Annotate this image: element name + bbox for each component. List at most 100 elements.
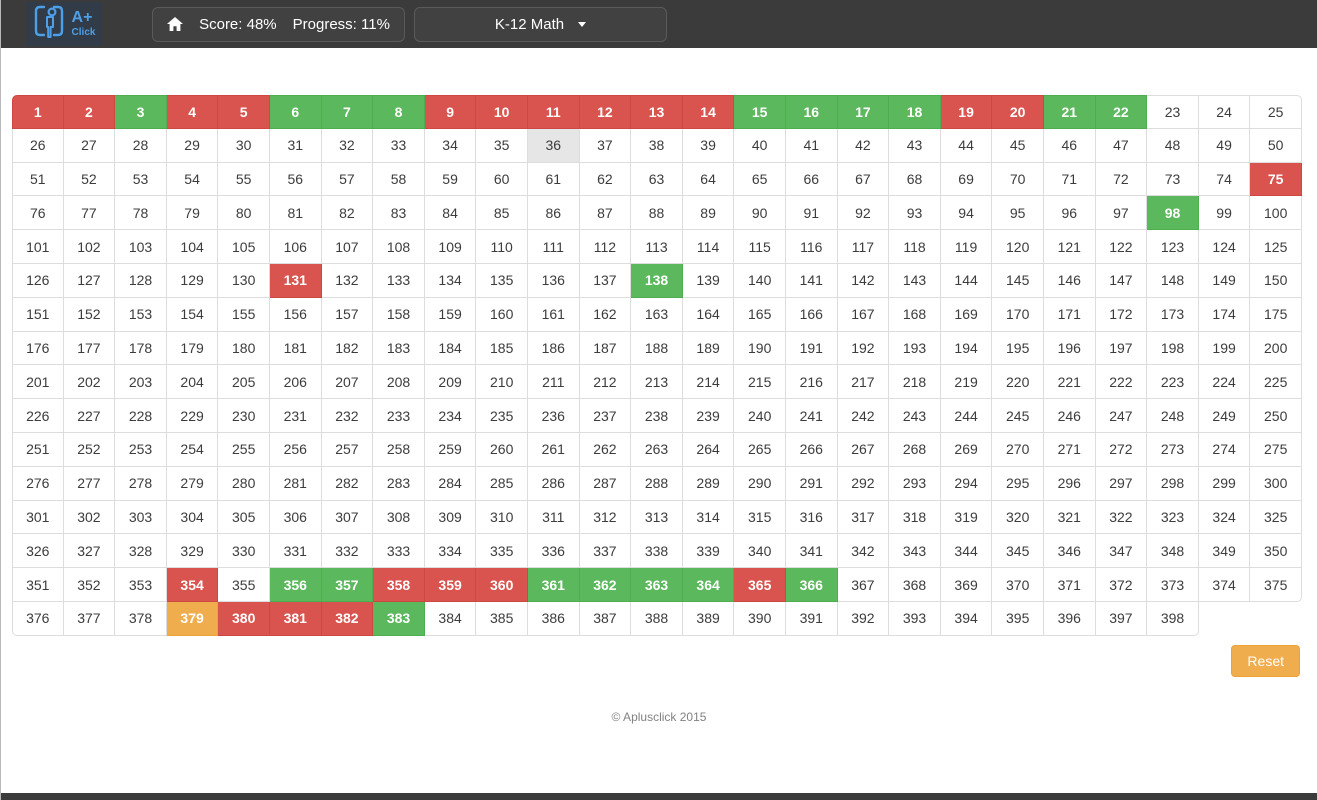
grid-cell[interactable]: 118 xyxy=(889,230,941,264)
grid-cell[interactable]: 184 xyxy=(424,331,477,366)
grid-cell[interactable]: 128 xyxy=(115,263,167,298)
grid-cell[interactable]: 269 xyxy=(940,432,993,467)
grid-cell[interactable]: 40 xyxy=(734,128,786,163)
grid-cell[interactable]: 364 xyxy=(682,568,735,602)
grid-cell[interactable]: 141 xyxy=(785,263,838,298)
grid-cell[interactable]: 53 xyxy=(115,162,167,197)
grid-cell[interactable]: 42 xyxy=(837,128,890,163)
grid-cell[interactable]: 239 xyxy=(682,399,735,433)
grid-cell[interactable]: 95 xyxy=(992,196,1044,231)
grid-cell[interactable]: 32 xyxy=(321,128,374,163)
grid-cell[interactable]: 181 xyxy=(269,331,322,366)
grid-cell[interactable]: 275 xyxy=(1250,432,1302,467)
grid-cell[interactable]: 10 xyxy=(476,95,528,129)
grid-cell[interactable]: 333 xyxy=(373,534,425,569)
grid-cell[interactable]: 222 xyxy=(1095,365,1148,400)
grid-cell[interactable]: 140 xyxy=(734,263,786,298)
grid-cell[interactable]: 367 xyxy=(837,568,890,602)
grid-cell[interactable]: 377 xyxy=(63,601,116,636)
grid-cell[interactable]: 301 xyxy=(12,500,64,535)
grid-cell[interactable]: 376 xyxy=(12,601,64,636)
grid-cell[interactable]: 186 xyxy=(527,331,580,366)
grid-cell[interactable]: 151 xyxy=(12,297,64,332)
grid-cell[interactable]: 172 xyxy=(1095,297,1148,332)
grid-cell[interactable]: 216 xyxy=(785,365,838,400)
grid-cell[interactable]: 65 xyxy=(734,162,786,197)
grid-cell[interactable]: 203 xyxy=(115,365,167,400)
grid-cell[interactable]: 35 xyxy=(476,128,528,163)
grid-cell[interactable]: 212 xyxy=(579,365,632,400)
grid-cell[interactable]: 116 xyxy=(785,230,838,264)
grid-cell[interactable]: 348 xyxy=(1147,534,1199,569)
grid-cell[interactable]: 24 xyxy=(1198,95,1251,129)
grid-cell[interactable]: 311 xyxy=(527,500,580,535)
grid-cell[interactable]: 261 xyxy=(527,432,580,467)
grid-cell[interactable]: 168 xyxy=(889,297,941,332)
grid-cell[interactable]: 214 xyxy=(682,365,735,400)
grid-cell[interactable]: 96 xyxy=(1043,196,1096,231)
grid-cell[interactable]: 357 xyxy=(321,568,374,602)
grid-cell[interactable]: 126 xyxy=(12,263,64,298)
grid-cell[interactable]: 98 xyxy=(1147,196,1199,231)
grid-cell[interactable]: 306 xyxy=(269,500,322,535)
grid-cell[interactable]: 167 xyxy=(837,297,890,332)
grid-cell[interactable]: 58 xyxy=(373,162,425,197)
grid-cell[interactable]: 202 xyxy=(63,365,116,400)
grid-cell[interactable]: 127 xyxy=(63,263,116,298)
grid-cell[interactable]: 228 xyxy=(115,399,167,433)
grid-cell[interactable]: 147 xyxy=(1095,263,1148,298)
grid-cell[interactable]: 182 xyxy=(321,331,374,366)
grid-cell[interactable]: 351 xyxy=(12,568,64,602)
grid-cell[interactable]: 194 xyxy=(940,331,993,366)
grid-cell[interactable]: 340 xyxy=(734,534,786,569)
grid-cell[interactable]: 124 xyxy=(1198,230,1251,264)
grid-cell[interactable]: 164 xyxy=(682,297,735,332)
grid-cell[interactable]: 196 xyxy=(1043,331,1096,366)
grid-cell[interactable]: 353 xyxy=(115,568,167,602)
grid-cell[interactable]: 28 xyxy=(115,128,167,163)
grid-cell[interactable]: 346 xyxy=(1043,534,1096,569)
grid-cell[interactable]: 4 xyxy=(166,95,219,129)
grid-cell[interactable]: 363 xyxy=(631,568,683,602)
grid-cell[interactable]: 229 xyxy=(166,399,219,433)
grid-cell[interactable]: 237 xyxy=(579,399,632,433)
grid-cell[interactable]: 285 xyxy=(476,466,528,501)
grid-cell[interactable]: 244 xyxy=(940,399,993,433)
grid-cell[interactable]: 300 xyxy=(1250,466,1302,501)
grid-cell[interactable]: 248 xyxy=(1147,399,1199,433)
grid-cell[interactable]: 193 xyxy=(889,331,941,366)
grid-cell[interactable]: 383 xyxy=(373,601,425,636)
grid-cell[interactable]: 263 xyxy=(631,432,683,467)
grid-cell[interactable]: 303 xyxy=(115,500,167,535)
grid-cell[interactable]: 319 xyxy=(940,500,993,535)
grid-cell[interactable]: 34 xyxy=(424,128,477,163)
grid-cell[interactable]: 54 xyxy=(166,162,219,197)
grid-cell[interactable]: 106 xyxy=(269,230,322,264)
grid-cell[interactable]: 362 xyxy=(579,568,632,602)
grid-cell[interactable]: 318 xyxy=(889,500,941,535)
grid-cell[interactable]: 205 xyxy=(218,365,270,400)
grid-cell[interactable]: 1 xyxy=(12,95,64,129)
grid-cell[interactable]: 75 xyxy=(1250,162,1302,197)
grid-cell[interactable]: 240 xyxy=(734,399,786,433)
grid-cell[interactable]: 158 xyxy=(373,297,425,332)
grid-cell[interactable]: 206 xyxy=(269,365,322,400)
grid-cell[interactable]: 272 xyxy=(1095,432,1148,467)
grid-cell[interactable]: 163 xyxy=(631,297,683,332)
grid-cell[interactable]: 89 xyxy=(682,196,735,231)
grid-cell[interactable]: 236 xyxy=(527,399,580,433)
grid-cell[interactable]: 120 xyxy=(992,230,1044,264)
grid-cell[interactable]: 8 xyxy=(373,95,425,129)
grid-cell[interactable]: 117 xyxy=(837,230,890,264)
grid-cell[interactable]: 78 xyxy=(115,196,167,231)
grid-cell[interactable]: 85 xyxy=(476,196,528,231)
grid-cell[interactable]: 257 xyxy=(321,432,374,467)
grid-cell[interactable]: 366 xyxy=(785,568,838,602)
grid-cell[interactable]: 180 xyxy=(218,331,270,366)
grid-cell[interactable]: 200 xyxy=(1250,331,1302,366)
grid-cell[interactable]: 121 xyxy=(1043,230,1096,264)
grid-cell[interactable]: 264 xyxy=(682,432,735,467)
grid-cell[interactable]: 143 xyxy=(889,263,941,298)
grid-cell[interactable]: 86 xyxy=(527,196,580,231)
grid-cell[interactable]: 159 xyxy=(424,297,477,332)
